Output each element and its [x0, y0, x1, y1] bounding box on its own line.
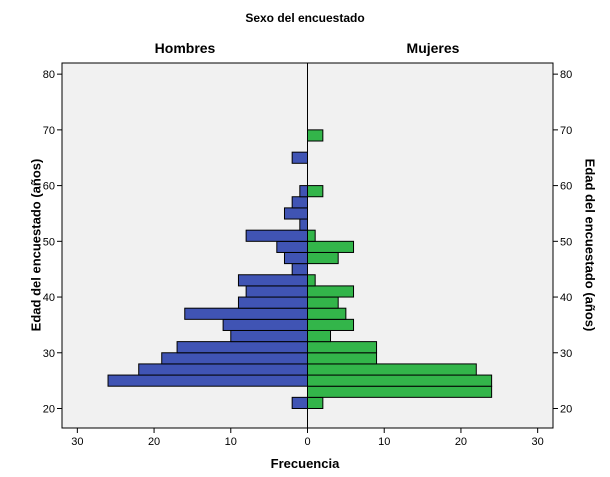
- bar-mujeres-22: [307, 385, 493, 398]
- bar-hombres-42: [237, 274, 308, 287]
- bar-hombres-24: [107, 374, 308, 387]
- y-tick-label-right: 50: [560, 236, 572, 248]
- bar-mujeres-38: [307, 296, 339, 309]
- bar-hombres-52: [299, 218, 308, 231]
- y-tick-label-left: 20: [43, 403, 55, 415]
- bar-mujeres-50: [307, 229, 316, 242]
- x-tick-label: 30: [71, 436, 83, 448]
- y-tick-label-left: 40: [43, 292, 55, 304]
- bar-hombres-32: [230, 329, 308, 343]
- bar-hombres-30: [176, 341, 308, 354]
- panel-label-hombres: Hombres: [154, 40, 216, 56]
- y-tick-label-right: 40: [560, 292, 572, 304]
- bar-hombres-58: [299, 185, 308, 198]
- x-tick-label: 20: [455, 436, 467, 448]
- bar-mujeres-26: [307, 363, 477, 376]
- bar-hombres-38: [237, 296, 308, 309]
- bar-mujeres-24: [307, 374, 493, 387]
- y-tick-label-right: 30: [560, 348, 572, 360]
- bar-hombres-20: [291, 396, 308, 409]
- bar-mujeres-36: [307, 307, 347, 320]
- y-tick-label-left: 60: [43, 181, 55, 193]
- bar-mujeres-34: [307, 318, 355, 331]
- bar-mujeres-32: [307, 329, 332, 343]
- bar-mujeres-46: [307, 251, 339, 265]
- bar-hombres-26: [138, 363, 308, 376]
- bar-hombres-36: [184, 307, 308, 320]
- bar-hombres-46: [283, 251, 308, 265]
- bar-mujeres-42: [307, 274, 316, 287]
- y-tick-label-right: 80: [560, 69, 572, 81]
- panel-label-mujeres: Mujeres: [406, 40, 460, 56]
- bar-mujeres-48: [307, 240, 355, 253]
- bar-hombres-56: [291, 196, 308, 209]
- bar-hombres-50: [245, 229, 308, 242]
- x-tick-label: 30: [532, 436, 544, 448]
- bar-hombres-54: [283, 207, 308, 220]
- y-tick-label-right: 60: [560, 181, 572, 193]
- bar-hombres-44: [291, 263, 308, 276]
- y-tick-label-right: 70: [560, 125, 572, 137]
- x-tick-label: 0: [304, 436, 310, 448]
- bar-hombres-28: [161, 352, 308, 365]
- bar-mujeres-68: [307, 129, 324, 142]
- bar-mujeres-20: [307, 396, 324, 409]
- x-tick-label: 20: [148, 436, 160, 448]
- bar-mujeres-28: [307, 352, 378, 365]
- y-tick-label-left: 80: [43, 69, 55, 81]
- bar-hombres-64: [291, 151, 308, 164]
- bar-hombres-40: [245, 285, 308, 298]
- bar-mujeres-40: [307, 285, 355, 298]
- x-tick-label: 10: [225, 436, 237, 448]
- bar-hombres-34: [222, 318, 308, 331]
- x-axis-label: Frecuencia: [270, 456, 340, 471]
- y-tick-label-left: 70: [43, 125, 55, 137]
- chart-title: Sexo del encuestado: [245, 11, 365, 25]
- y-tick-label-right: 20: [560, 403, 572, 415]
- y-tick-label-left: 50: [43, 236, 55, 248]
- x-tick-label: 10: [378, 436, 390, 448]
- y-tick-label-left: 30: [43, 348, 55, 360]
- bar-hombres-48: [276, 240, 308, 253]
- bar-mujeres-58: [307, 185, 324, 198]
- bar-mujeres-30: [307, 341, 378, 354]
